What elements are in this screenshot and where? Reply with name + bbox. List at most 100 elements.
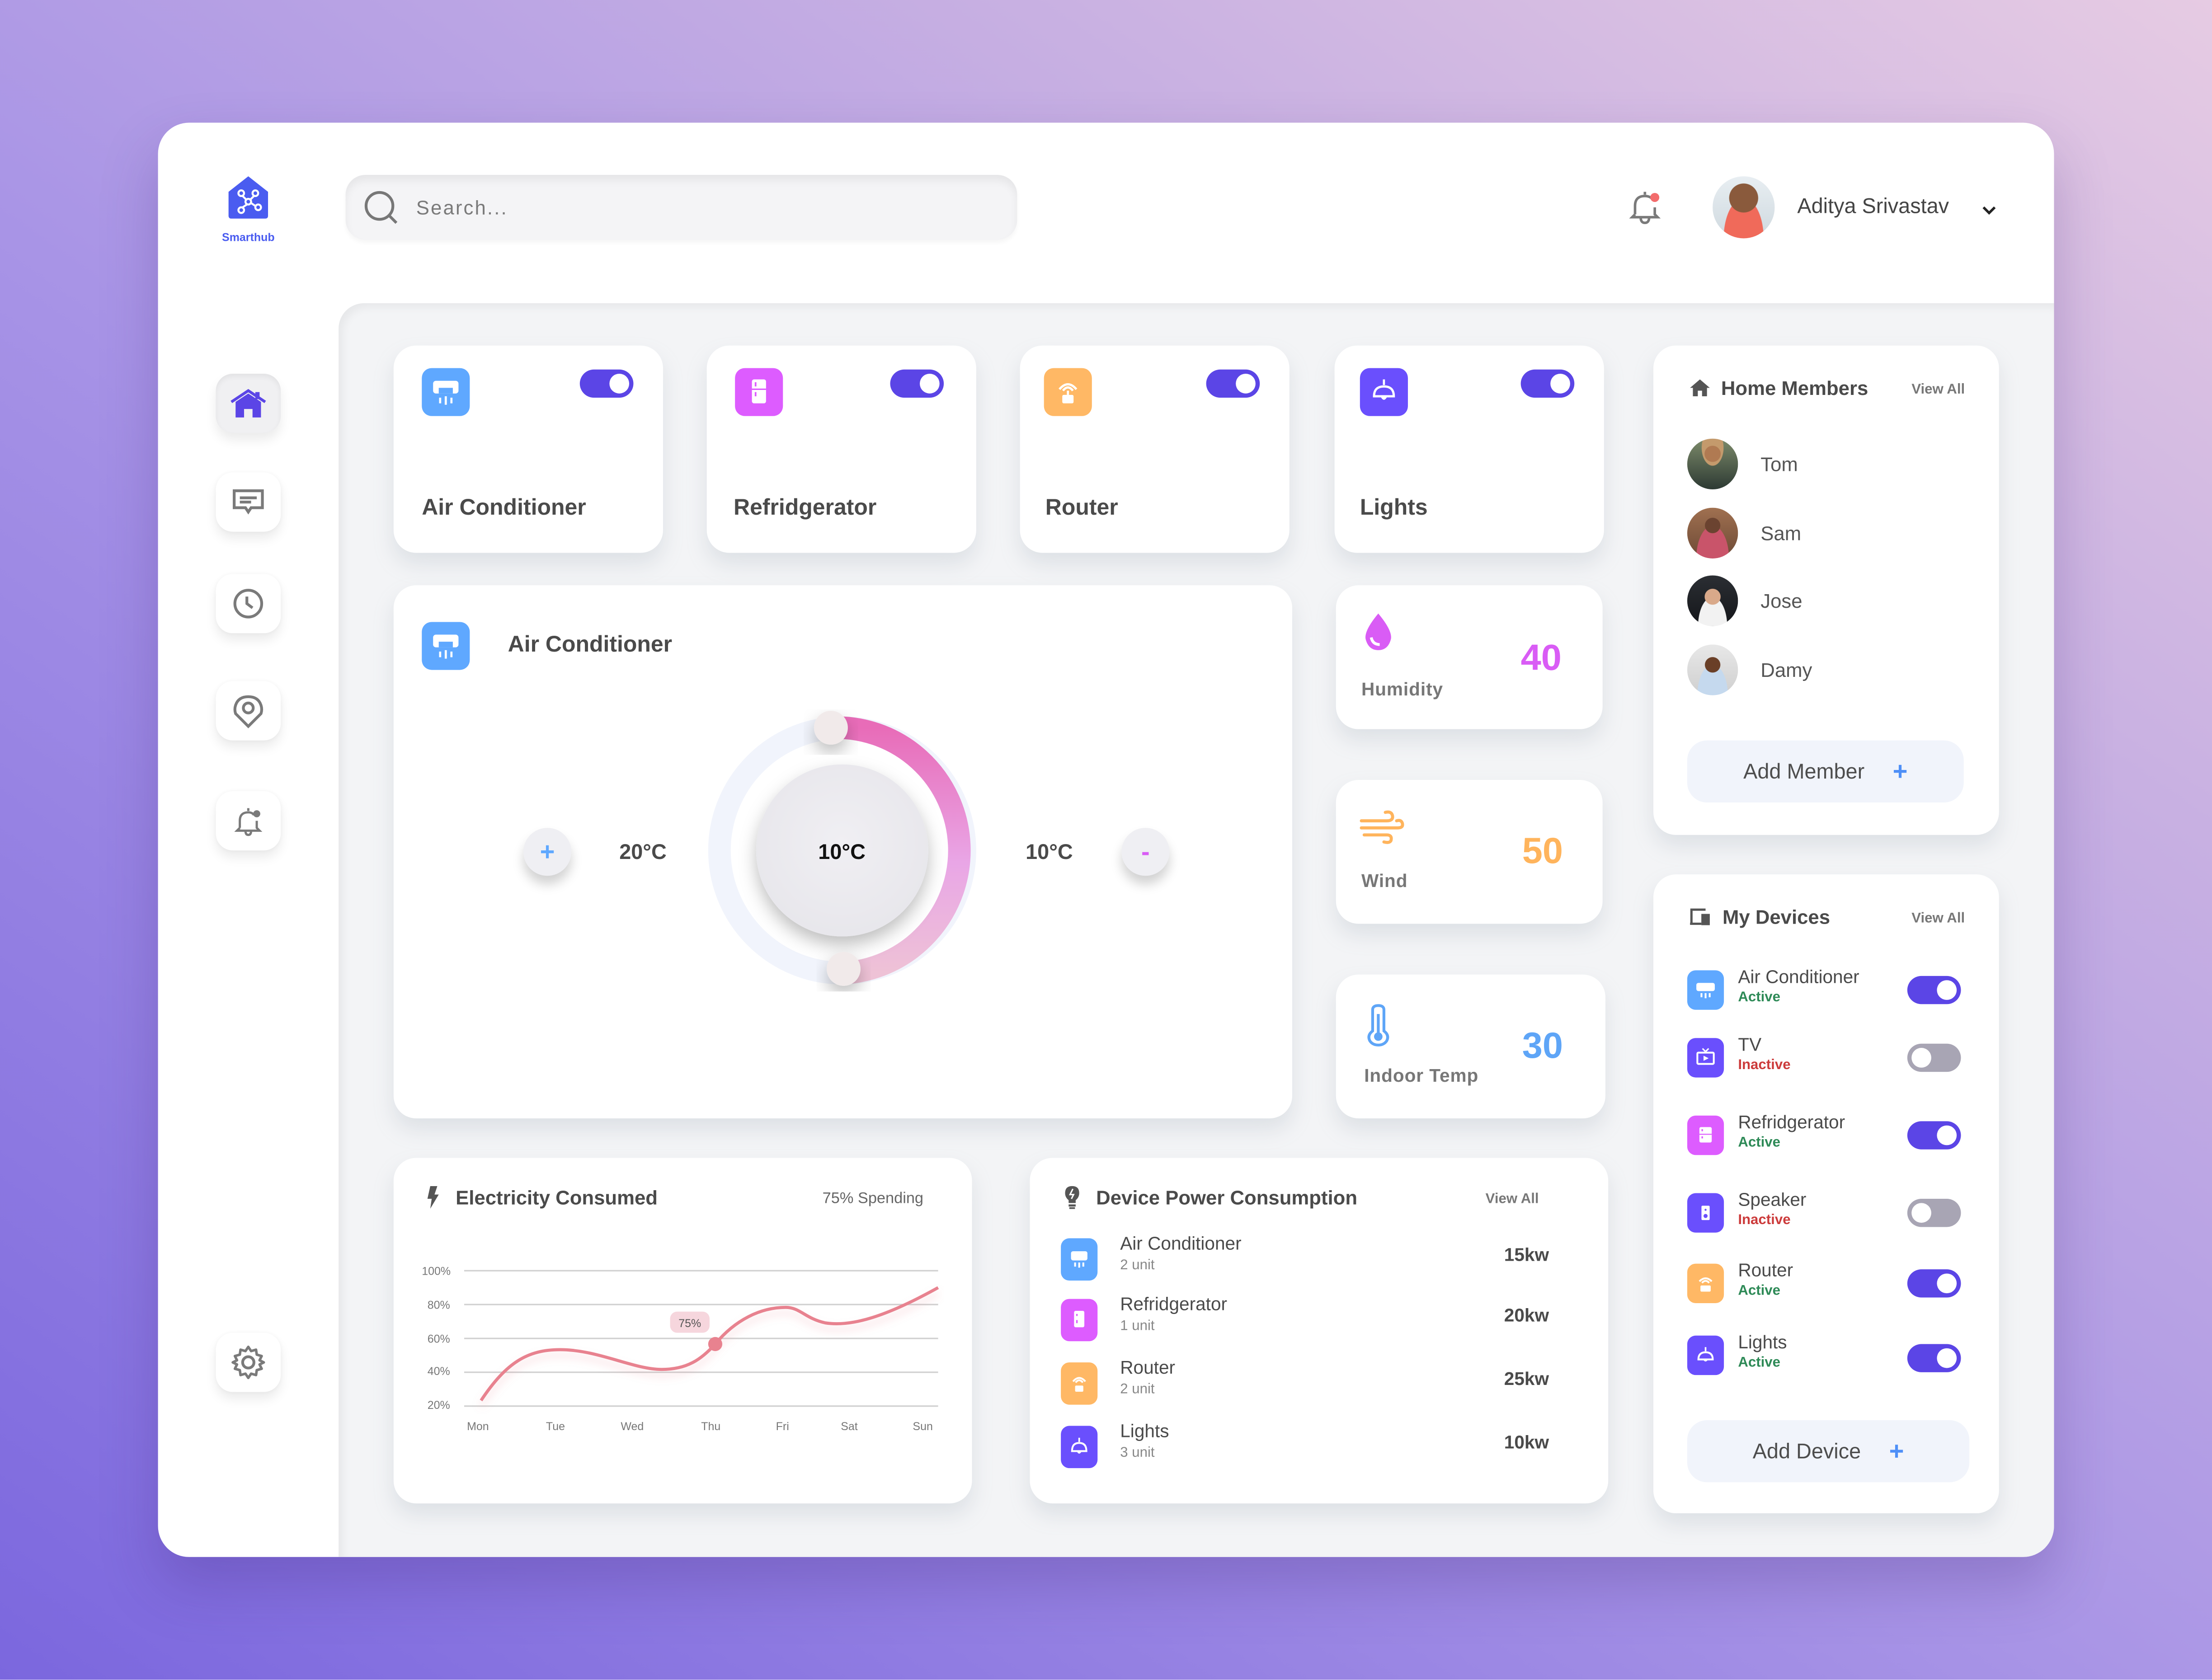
home-members-view-all[interactable]: View All [1911,382,1965,398]
toggle-router[interactable] [1206,369,1260,398]
member-row[interactable]: Tom [1687,438,1798,490]
sidebar-item-messages[interactable] [216,472,281,532]
bell-icon [1629,192,1661,224]
router-icon [1061,1362,1098,1405]
refrigerator-icon [1061,1299,1098,1342]
chart-tooltip: 75% [678,1317,701,1330]
power-consumption-view-all[interactable]: View All [1485,1192,1539,1207]
lamp-icon [1360,368,1408,416]
bell-icon [234,808,263,836]
electricity-line-chart: 75% [464,1270,939,1407]
electricity-consumed-card: Electricity Consumed 75% Spending 100% 8… [393,1158,972,1504]
member-row[interactable]: Jose [1687,575,1803,626]
toggle-tv[interactable] [1907,1043,1961,1072]
add-member-button[interactable]: Add Member + [1687,740,1964,802]
refrigerator-icon [1687,1115,1724,1155]
device-unit: 1 unit [1120,1319,1155,1334]
add-device-button[interactable]: Add Device + [1687,1420,1970,1483]
device-card-air-conditioner[interactable]: Air Conditioner [393,345,663,553]
toggle-router[interactable] [1907,1269,1961,1298]
sidebar-item-history[interactable] [216,574,281,634]
device-name: Air Conditioner [1738,966,1859,987]
my-devices-title: My Devices [1722,905,1831,928]
device-card-router[interactable]: Router [1020,345,1290,553]
ac-control-panel: Air Conditioner + 20°C [393,585,1293,1119]
member-name: Jose [1760,589,1803,612]
toggle-refrigerator[interactable] [890,369,944,398]
device-name: Router [1120,1356,1176,1378]
sidebar-item-location[interactable] [216,681,281,741]
toggle-speaker[interactable] [1907,1199,1961,1227]
stat-value: 30 [1522,1023,1563,1066]
home-members-card: Home Members View All Tom Sam Jose Damy … [1653,345,1999,835]
member-row[interactable]: Damy [1687,644,1812,695]
add-member-label: Add Member [1743,759,1865,784]
location-pin-icon [233,695,264,728]
stat-card-humidity: Humidity 40 [1336,585,1603,729]
logo-text: Smarthub [222,231,275,244]
stat-value: 50 [1522,829,1563,872]
device-power-consumption-card: Device Power Consumption View All Air Co… [1030,1158,1609,1504]
device-status: Inactive [1738,1057,1791,1074]
power-row-refrigerator: Refridgerator 1 unit 20kw [1061,1293,1549,1344]
electricity-title: Electricity Consumed [456,1186,658,1209]
increase-temp-button[interactable]: + [523,828,572,876]
temperature-dial[interactable] [701,709,983,991]
router-icon [1044,368,1092,416]
power-row-lights: Lights 3 unit 10kw [1061,1420,1549,1471]
avatar [1687,438,1738,490]
settings-button[interactable] [216,1333,281,1392]
x-tick: Tue [546,1420,565,1433]
logo[interactable]: Smarthub [209,174,288,244]
search-bar[interactable] [345,175,1017,240]
device-card-refrigerator[interactable]: Refridgerator [706,345,976,553]
toggle-air-conditioner[interactable] [1907,976,1961,1004]
device-kw: 15kw [1504,1244,1549,1265]
air-conditioner-icon [1687,970,1724,1010]
home-members-title: Home Members [1721,376,1868,399]
device-card-lights[interactable]: Lights [1334,345,1604,553]
toggle-air-conditioner[interactable] [579,369,634,398]
device-kw: 10kw [1504,1431,1549,1453]
device-row-lights: Lights Active [1687,1331,1964,1381]
thermometer-icon [1367,1004,1389,1046]
toggle-refrigerator[interactable] [1907,1121,1961,1150]
toggle-lights[interactable] [1520,369,1575,398]
sidebar-item-notifications[interactable] [216,791,281,851]
user-avatar[interactable] [1713,176,1775,239]
stat-card-wind: Wind 50 [1336,780,1603,924]
toggle-lights[interactable] [1907,1344,1961,1372]
device-row-speaker: Speaker Inactive [1687,1189,1964,1239]
home-icon [1690,379,1710,397]
devices-icon [1690,908,1710,925]
device-row-router: Router Active [1687,1259,1964,1309]
user-name[interactable]: Aditya Srivastav [1797,194,1949,219]
stat-label: Humidity [1361,678,1444,700]
device-card-label: Router [1045,496,1118,521]
x-tick: Mon [467,1420,489,1433]
notification-dot [1650,192,1660,202]
sidebar-item-home[interactable] [216,374,281,433]
avatar [1687,507,1738,558]
avatar [1687,575,1738,626]
device-name: Refridgerator [1738,1111,1845,1133]
x-tick: Wed [621,1420,644,1433]
ac-panel-title: Air Conditioner [508,633,673,657]
my-devices-view-all[interactable]: View All [1911,911,1965,927]
refrigerator-icon [735,368,783,416]
device-name: Lights [1120,1420,1169,1441]
decrease-temp-button[interactable]: - [1121,828,1170,876]
device-name: Refridgerator [1120,1293,1228,1314]
notification-button[interactable] [1625,188,1665,234]
x-tick: Thu [701,1420,721,1433]
user-menu-dropdown[interactable] [1981,199,1997,224]
device-kw: 20kw [1504,1305,1549,1326]
member-row[interactable]: Sam [1687,507,1801,558]
device-name: Router [1738,1259,1793,1281]
wind-icon [1360,810,1404,844]
gear-icon [231,1345,265,1380]
y-tick: 40% [427,1365,450,1378]
search-input[interactable] [413,194,955,220]
speaker-icon [1687,1193,1724,1233]
member-name: Damy [1760,658,1812,681]
